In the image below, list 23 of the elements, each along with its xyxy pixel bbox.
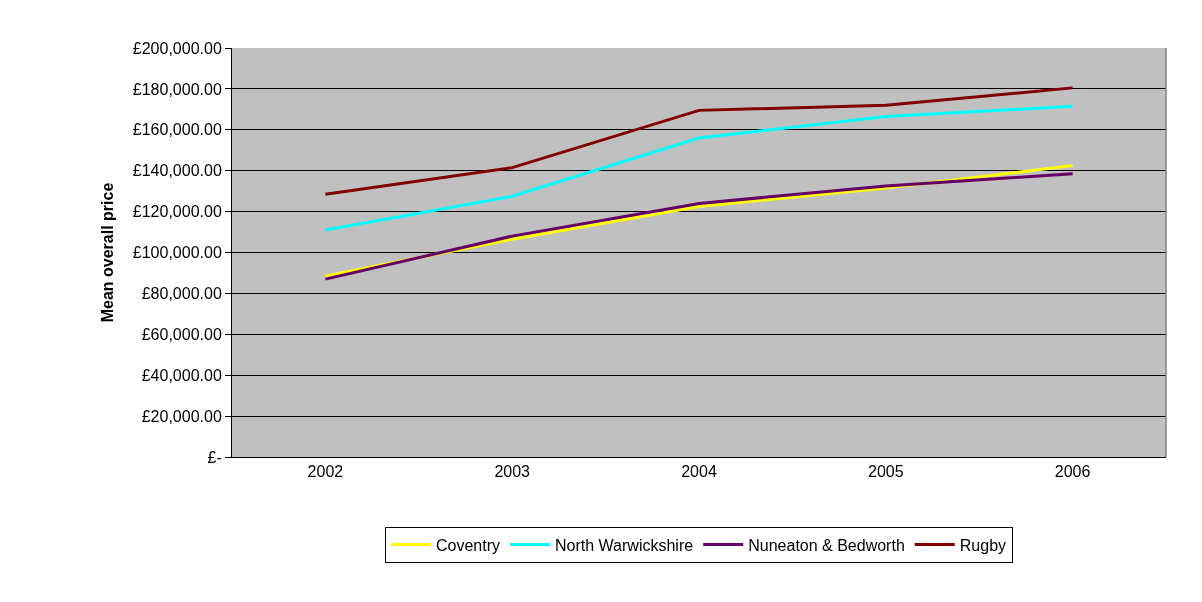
line-series — [323, 86, 1075, 196]
y-tick-label: £40,000.00 — [141, 366, 222, 384]
y-tick-label: £100,000.00 — [132, 244, 222, 262]
line-series — [323, 104, 1075, 232]
legend-label: North Warwickshire — [555, 536, 694, 554]
y-tick-label: £180,000.00 — [132, 80, 222, 98]
y-tick-label: £60,000.00 — [141, 325, 222, 343]
y-axis-title: Mean overall price — [98, 182, 116, 323]
legend-label: Rugby — [959, 536, 1007, 554]
legend-label: Nuneaton & Bedworth — [748, 536, 905, 554]
x-tick-label: 2002 — [307, 463, 344, 481]
y-tick-label: £120,000.00 — [132, 203, 222, 221]
legend-label: Coventry — [436, 536, 501, 554]
y-tick-label: £140,000.00 — [132, 162, 222, 180]
x-tick-label: 2004 — [681, 463, 717, 481]
y-tick-label: £20,000.00 — [141, 407, 222, 425]
y-tick-label: £200,000.00 — [132, 39, 222, 57]
y-tick-label: £160,000.00 — [132, 121, 222, 139]
x-tick-label: 2006 — [1054, 463, 1091, 481]
y-tick-label: £- — [207, 448, 222, 466]
x-tick-label: 2003 — [494, 463, 531, 481]
y-tick-label: £80,000.00 — [141, 285, 222, 302]
x-tick-label: 2005 — [868, 463, 904, 481]
